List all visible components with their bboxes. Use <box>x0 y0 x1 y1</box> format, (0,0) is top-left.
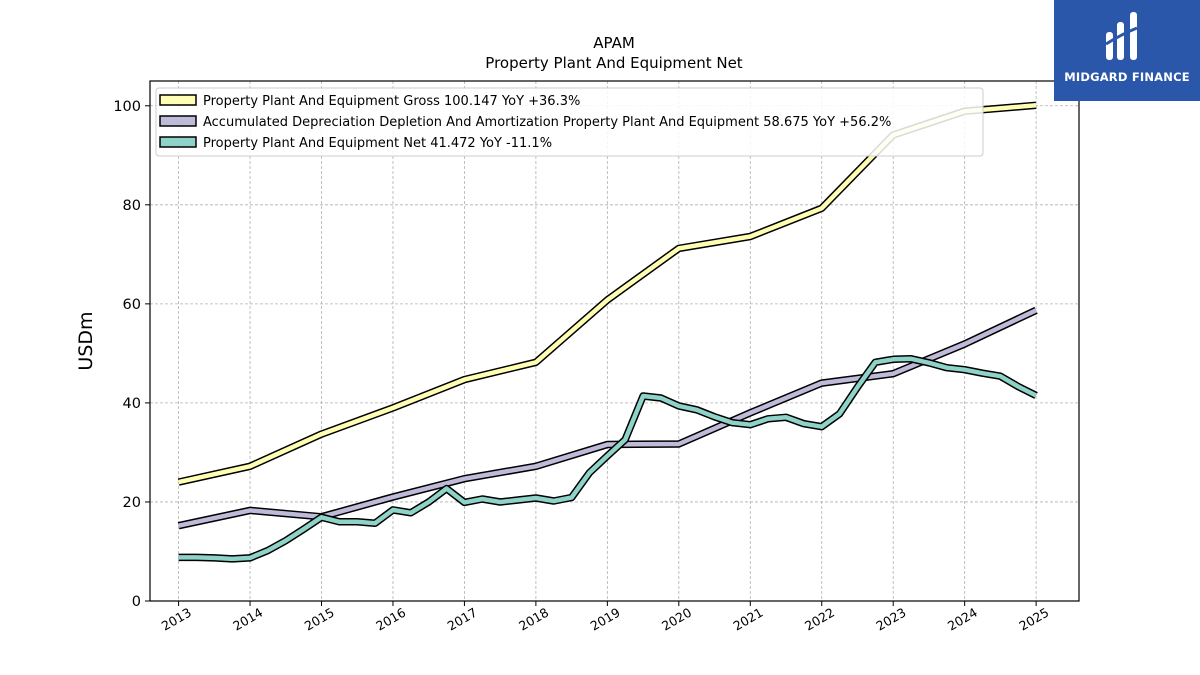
x-tick-label: 2017 <box>445 605 480 634</box>
x-tick-label: 2025 <box>1016 605 1051 634</box>
brand-name: MIDGARD FINANCE <box>1064 70 1190 84</box>
y-tick-label: 20 <box>123 495 141 511</box>
legend-swatch <box>159 94 197 106</box>
legend-swatch <box>159 115 197 127</box>
legend-label: Accumulated Depreciation Depletion And A… <box>203 115 891 130</box>
x-tick-label: 2021 <box>731 605 766 634</box>
x-tick-label: 2019 <box>588 605 623 634</box>
y-axis-label: USDm <box>75 311 97 370</box>
midgard-logo-icon <box>1105 12 1138 60</box>
series-layer <box>177 101 1038 563</box>
y-tick-label: 100 <box>113 99 141 115</box>
x-tick-label: 2014 <box>230 605 265 634</box>
y-tick-label: 0 <box>132 594 141 610</box>
x-tick-label: 2023 <box>873 605 908 634</box>
series-line-3 <box>178 355 1038 563</box>
x-tick-label: 2022 <box>802 605 837 634</box>
legend-swatch <box>159 136 197 148</box>
legend: Property Plant And Equipment Gross 100.1… <box>155 87 984 157</box>
legend-label: Property Plant And Equipment Gross 100.1… <box>203 94 580 109</box>
legend-box <box>155 87 984 157</box>
x-tick-label: 2013 <box>159 605 194 634</box>
brand-logo: MIDGARD FINANCE <box>1054 0 1200 101</box>
chart-title: APAM <box>593 34 635 52</box>
y-tick-label: 80 <box>123 198 141 214</box>
y-tick-label: 40 <box>123 396 141 412</box>
x-tick-label: 2015 <box>302 605 337 634</box>
grid <box>150 81 1079 602</box>
x-tick-label: 2016 <box>373 605 408 634</box>
x-tick-label: 2020 <box>659 605 694 634</box>
x-tick-label: 2024 <box>945 605 980 634</box>
legend-label: Property Plant And Equipment Net 41.472 … <box>203 136 552 151</box>
plot-frame <box>149 80 1080 602</box>
series-stroke <box>178 356 1038 562</box>
chart-subtitle: Property Plant And Equipment Net <box>485 54 742 72</box>
x-tick-label: 2018 <box>516 605 551 634</box>
y-tick-label: 60 <box>123 297 141 313</box>
